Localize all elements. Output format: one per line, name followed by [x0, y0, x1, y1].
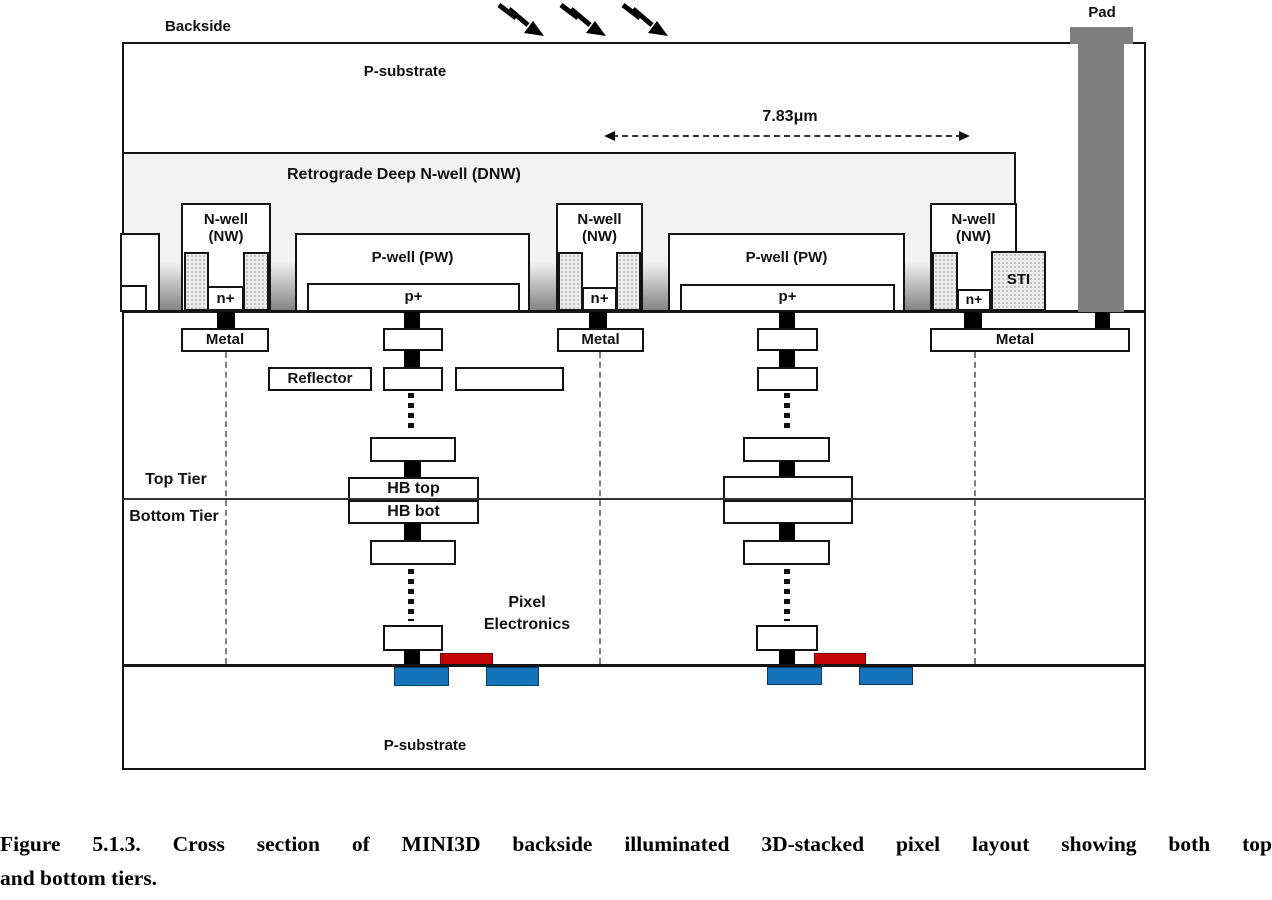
- pixel-boundary-dashed-line: [974, 352, 976, 664]
- pixel-electronics-label-1: Pixel: [508, 594, 546, 611]
- p-substrate-bottom-label: P-substrate: [383, 737, 467, 754]
- electronics-blue-diffusion: [767, 667, 822, 685]
- stack-via: [404, 650, 420, 666]
- metal-box-3: [930, 328, 1130, 352]
- stack-via: [779, 350, 795, 368]
- metal-1-label: Metal: [205, 331, 245, 348]
- backside-label: Backside: [165, 18, 231, 35]
- dimension-arrowhead-right: [959, 131, 970, 141]
- pixel-electronics-label-2: Electronics: [483, 616, 571, 633]
- metal-box-2: [557, 328, 644, 352]
- contact-via: [779, 312, 795, 328]
- sti-column: [184, 252, 209, 311]
- figure-caption-line2: and bottom tiers.: [0, 866, 158, 890]
- metal-stack-box: [370, 437, 456, 462]
- sti-label: STI: [1006, 271, 1031, 288]
- nwell-3-label: N-well (NW): [951, 211, 996, 245]
- n-plus-3-label: n+: [965, 291, 983, 307]
- tier-boundary-line: [122, 498, 1146, 500]
- metal-stack-box: [743, 540, 830, 565]
- sti-column: [243, 252, 269, 311]
- stack-continuation-dots: [408, 569, 414, 621]
- electronics-blue-diffusion: [486, 667, 539, 686]
- contact-via: [964, 312, 982, 328]
- stack-via: [779, 650, 795, 666]
- n-plus-1-label: n+: [216, 290, 235, 307]
- stack-via: [404, 461, 421, 478]
- bottom-tier-surface-line: [122, 664, 1146, 667]
- sti-column: [932, 252, 958, 311]
- stack-continuation-dots: [784, 569, 790, 621]
- metal-stack-box: [383, 625, 443, 651]
- pwell-2-label: P-well (PW): [745, 249, 828, 266]
- nwell-1-label: N-well (NW): [203, 211, 249, 245]
- sti-column: [558, 252, 583, 311]
- n-plus-2-label: n+: [590, 290, 609, 307]
- reflector-box: [268, 367, 372, 391]
- dnw-gradient: [269, 262, 297, 310]
- p-plus-1: [307, 283, 520, 312]
- metal-stack-box: [757, 367, 818, 391]
- dnw-gradient: [528, 262, 558, 310]
- photon-arrow-icon: [559, 3, 606, 36]
- stack-continuation-dots: [408, 393, 414, 429]
- pwell-1-label: P-well (PW): [371, 249, 454, 266]
- photon-arrow-icon: [621, 3, 668, 36]
- stack-via: [779, 523, 795, 541]
- reflector-label: Reflector: [287, 370, 353, 387]
- metal-stack-box: [383, 328, 443, 351]
- metal-2-label: Metal: [581, 331, 620, 348]
- photon-arrow-icon: [497, 3, 544, 36]
- metal-strip-box: [455, 367, 564, 391]
- dimension-arrowhead-left: [604, 131, 615, 141]
- partial-diffusion: [120, 285, 147, 312]
- metal-stack-box: [383, 367, 443, 391]
- stack-via: [779, 461, 795, 477]
- stack-via: [404, 523, 421, 541]
- top-tier-label: Top Tier: [145, 471, 207, 488]
- dnw-gradient: [157, 262, 184, 310]
- pad-cap: [1070, 27, 1133, 44]
- pad-contact-via: [1095, 312, 1110, 328]
- p-plus-1-label: p+: [404, 288, 423, 305]
- sti-column: [616, 252, 641, 311]
- stack-continuation-dots: [784, 393, 790, 429]
- dimension-label: 7.83μm: [762, 108, 818, 125]
- hb-top-box-right: [723, 476, 853, 501]
- metal-stack-box: [756, 625, 818, 651]
- sti-block: [991, 251, 1046, 311]
- electronics-blue-diffusion: [394, 667, 449, 686]
- hb-bot-label: HB bot: [387, 503, 440, 520]
- metal-stack-box: [370, 540, 456, 565]
- dnw-gradient: [903, 262, 932, 310]
- pad-label: Pad: [1088, 4, 1116, 21]
- metal-box-1: [181, 328, 269, 352]
- p-plus-2: [680, 284, 895, 312]
- dnw-label: Retrograde Deep N-well (DNW): [287, 166, 521, 183]
- metal-3-label: Metal: [995, 331, 1035, 348]
- metal-stack-box: [757, 328, 818, 351]
- hb-bot-box-right: [723, 500, 853, 524]
- bottom-tier-label: Bottom Tier: [129, 508, 219, 525]
- p-substrate-top-label: P-substrate: [363, 63, 447, 80]
- contact-via: [404, 312, 420, 328]
- p-plus-2-label: p+: [778, 288, 797, 305]
- electronics-blue-diffusion: [859, 667, 913, 685]
- top-tier-surface-line: [122, 310, 1146, 313]
- pixel-boundary-dashed-line: [599, 352, 601, 664]
- hb-top-label: HB top: [387, 480, 440, 497]
- figure-caption-line1: Figure 5.1.3. Cross section of MINI3D ba…: [0, 832, 1272, 856]
- metal-stack-box: [743, 437, 830, 462]
- pixel-boundary-dashed-line: [225, 352, 227, 664]
- pad-column: [1078, 43, 1124, 312]
- nwell-2-label: N-well (NW): [577, 211, 622, 245]
- stack-via: [404, 350, 420, 368]
- n-plus-2: [582, 287, 617, 311]
- contact-via: [589, 312, 607, 328]
- contact-via: [217, 312, 235, 328]
- dnw-gradient: [641, 262, 669, 310]
- dimension-arrow-line: [612, 135, 962, 137]
